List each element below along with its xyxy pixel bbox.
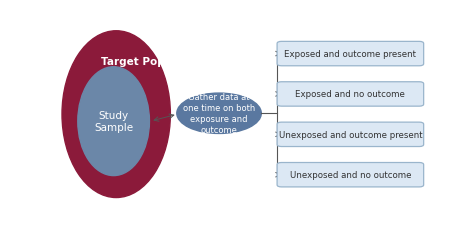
Text: Exposed and outcome present: Exposed and outcome present <box>284 50 416 59</box>
Text: Unexposed and outcome present: Unexposed and outcome present <box>279 130 422 139</box>
FancyBboxPatch shape <box>277 42 424 67</box>
FancyBboxPatch shape <box>277 163 424 187</box>
Circle shape <box>177 94 261 134</box>
FancyBboxPatch shape <box>277 82 424 107</box>
Text: Study
Sample: Study Sample <box>94 111 133 132</box>
Ellipse shape <box>78 67 149 176</box>
Ellipse shape <box>62 32 170 198</box>
Text: Unexposed and no outcome: Unexposed and no outcome <box>290 170 411 179</box>
Text: Gather data at
one time on both
exposure and
outcome: Gather data at one time on both exposure… <box>183 93 255 135</box>
Text: Target Population: Target Population <box>101 57 207 67</box>
Text: Exposed and no outcome: Exposed and no outcome <box>295 90 405 99</box>
FancyBboxPatch shape <box>277 123 424 147</box>
